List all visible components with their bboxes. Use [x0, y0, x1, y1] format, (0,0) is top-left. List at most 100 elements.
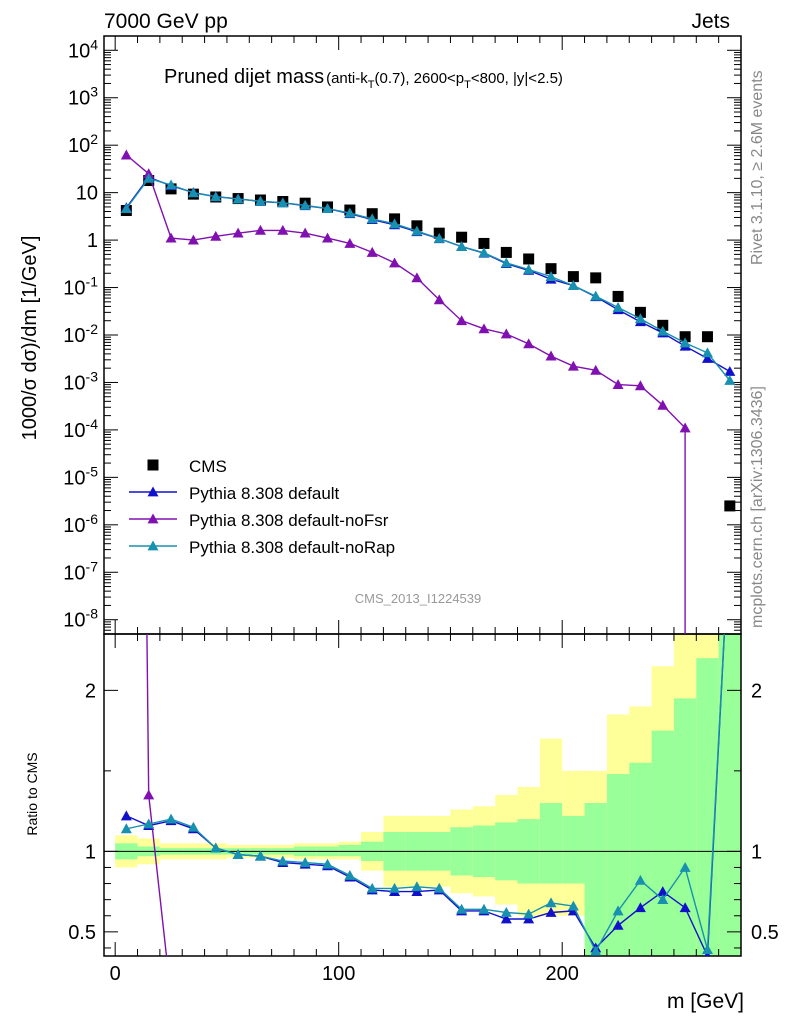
y-tick-label: 103​ [68, 84, 98, 110]
x-axis-label: m [GeV] [667, 990, 744, 1013]
legend-entry: Pythia 8.308 default-noRap [129, 538, 395, 557]
data-point-cms [500, 246, 512, 258]
data-point-cms [724, 500, 736, 512]
main-y-axis-label: 1000/σ dσ)/dm [1/GeV] [19, 236, 41, 441]
stat-band-bin [606, 774, 630, 956]
y-tick-label: 10-7​ [63, 558, 98, 584]
data-point-triangle [500, 328, 512, 339]
data-point-triangle [634, 313, 646, 324]
data-point-triangle [590, 364, 602, 375]
ratio-point-triangle [322, 858, 334, 869]
ratio-point-triangle [120, 810, 132, 821]
data-point-triangle [366, 246, 378, 257]
legend: CMS Pythia 8.308 default Pythia 8.308 defa… [129, 457, 395, 557]
data-point-triangle [187, 187, 199, 198]
data-point-triangle [724, 374, 736, 385]
data-point-triangle [389, 218, 401, 229]
data-point-triangle [433, 233, 445, 243]
stat-band-bin [584, 803, 607, 956]
data-point-triangle [657, 399, 669, 410]
ratio-point-triangle [634, 902, 646, 913]
legend-entry: CMS [147, 457, 227, 476]
legend-entry: Pythia 8.308 default-noFsr [129, 511, 389, 530]
header-collision-label: 7000 GeV pp [104, 10, 228, 33]
ratio-point-triangle [523, 908, 535, 919]
data-point-triangle [210, 191, 222, 202]
data-point-triangle [456, 315, 468, 326]
ratio-point-triangle [567, 900, 579, 911]
ratio-series-clip [120, 634, 726, 956]
ratio-point-triangle [679, 861, 691, 872]
data-point-triangle [277, 197, 289, 208]
data-point-triangle [299, 199, 311, 210]
data-point-triangle [590, 290, 602, 301]
ratio-point-triangle [143, 818, 155, 829]
data-point-triangle [657, 325, 669, 336]
data-point-cms [567, 271, 579, 283]
ratio-series-2 [120, 634, 725, 956]
data-point-triangle [545, 350, 557, 361]
ratio-y-axis-label: Ratio to CMS [24, 752, 40, 835]
data-point-triangle [232, 193, 244, 204]
stat-band-bin [696, 658, 719, 956]
ratio-point-triangle [165, 813, 177, 824]
ratio-frame [103, 633, 742, 957]
data-point-triangle [299, 227, 311, 238]
stat-band-bin [718, 634, 741, 956]
legend-label: CMS [189, 457, 227, 476]
y-tick-label: 104​ [68, 36, 98, 62]
data-point-triangle [254, 195, 266, 206]
ratio-point-triangle [344, 870, 356, 880]
ratio-plot-series [120, 634, 726, 956]
ratio-point-triangle [478, 903, 490, 914]
ratio-point-triangle [612, 905, 624, 916]
data-point-cms [679, 331, 691, 343]
ratio-y-tick-label-right: 2 [751, 680, 762, 702]
ratio-point-triangle [232, 849, 244, 859]
stat-band-bin [673, 698, 697, 956]
ratio-point-triangle [657, 886, 669, 896]
ratio-series-1 [143, 634, 168, 956]
ratio-point-triangle [634, 874, 646, 885]
ratio-point-triangle [545, 897, 557, 908]
legend-entry: Pythia 8.308 default [129, 484, 340, 503]
ratio-point-triangle [456, 903, 468, 914]
stat-band-bin [562, 815, 585, 884]
data-point-triangle [679, 422, 691, 433]
series-line [125, 177, 731, 381]
ratio-point-triangle [590, 945, 602, 956]
data-point-cms [701, 331, 713, 343]
stat-band-bin [651, 730, 674, 956]
ratio-point-triangle [433, 882, 445, 893]
data-point-triangle [523, 338, 535, 349]
ratio-point-triangle [612, 919, 624, 930]
ratio-y-tick-label: 0.5 [68, 922, 96, 944]
ratio-point-triangle [254, 850, 266, 861]
ratio-y-tick-label-right: 0.5 [751, 922, 779, 944]
data-point-triangle [612, 301, 624, 312]
data-point-triangle [120, 149, 132, 160]
series-line [125, 176, 731, 373]
analysis-watermark: CMS_2013_I1224539 [355, 591, 482, 606]
x-tick-label: 0 [110, 963, 121, 985]
y-tick-label: 10-5​ [63, 463, 98, 489]
ratio-line [126, 634, 725, 953]
ratio-point-triangle [545, 907, 557, 917]
ratio-uncertainty-bands [115, 634, 741, 956]
legend-label: Pythia 8.308 default [189, 484, 340, 503]
data-point-triangle [500, 257, 512, 268]
ratio-point-triangle [411, 881, 423, 892]
data-point-triangle [344, 207, 356, 218]
data-point-triangle [523, 264, 535, 274]
y-tick-label: 10-8​ [63, 606, 98, 632]
data-point-cms [634, 306, 646, 318]
data-point-triangle [210, 230, 222, 241]
data-point-cms [478, 237, 490, 249]
ratio-y-tick-label: 2 [85, 680, 96, 702]
legend-marker-square [147, 459, 159, 471]
data-point-triangle [277, 224, 289, 235]
ratio-plot-axes: 0.5 0.5 1 1 2 2 0 100 200 [68, 633, 779, 985]
ratio-point-triangle [210, 842, 222, 853]
series-3 [120, 172, 736, 385]
